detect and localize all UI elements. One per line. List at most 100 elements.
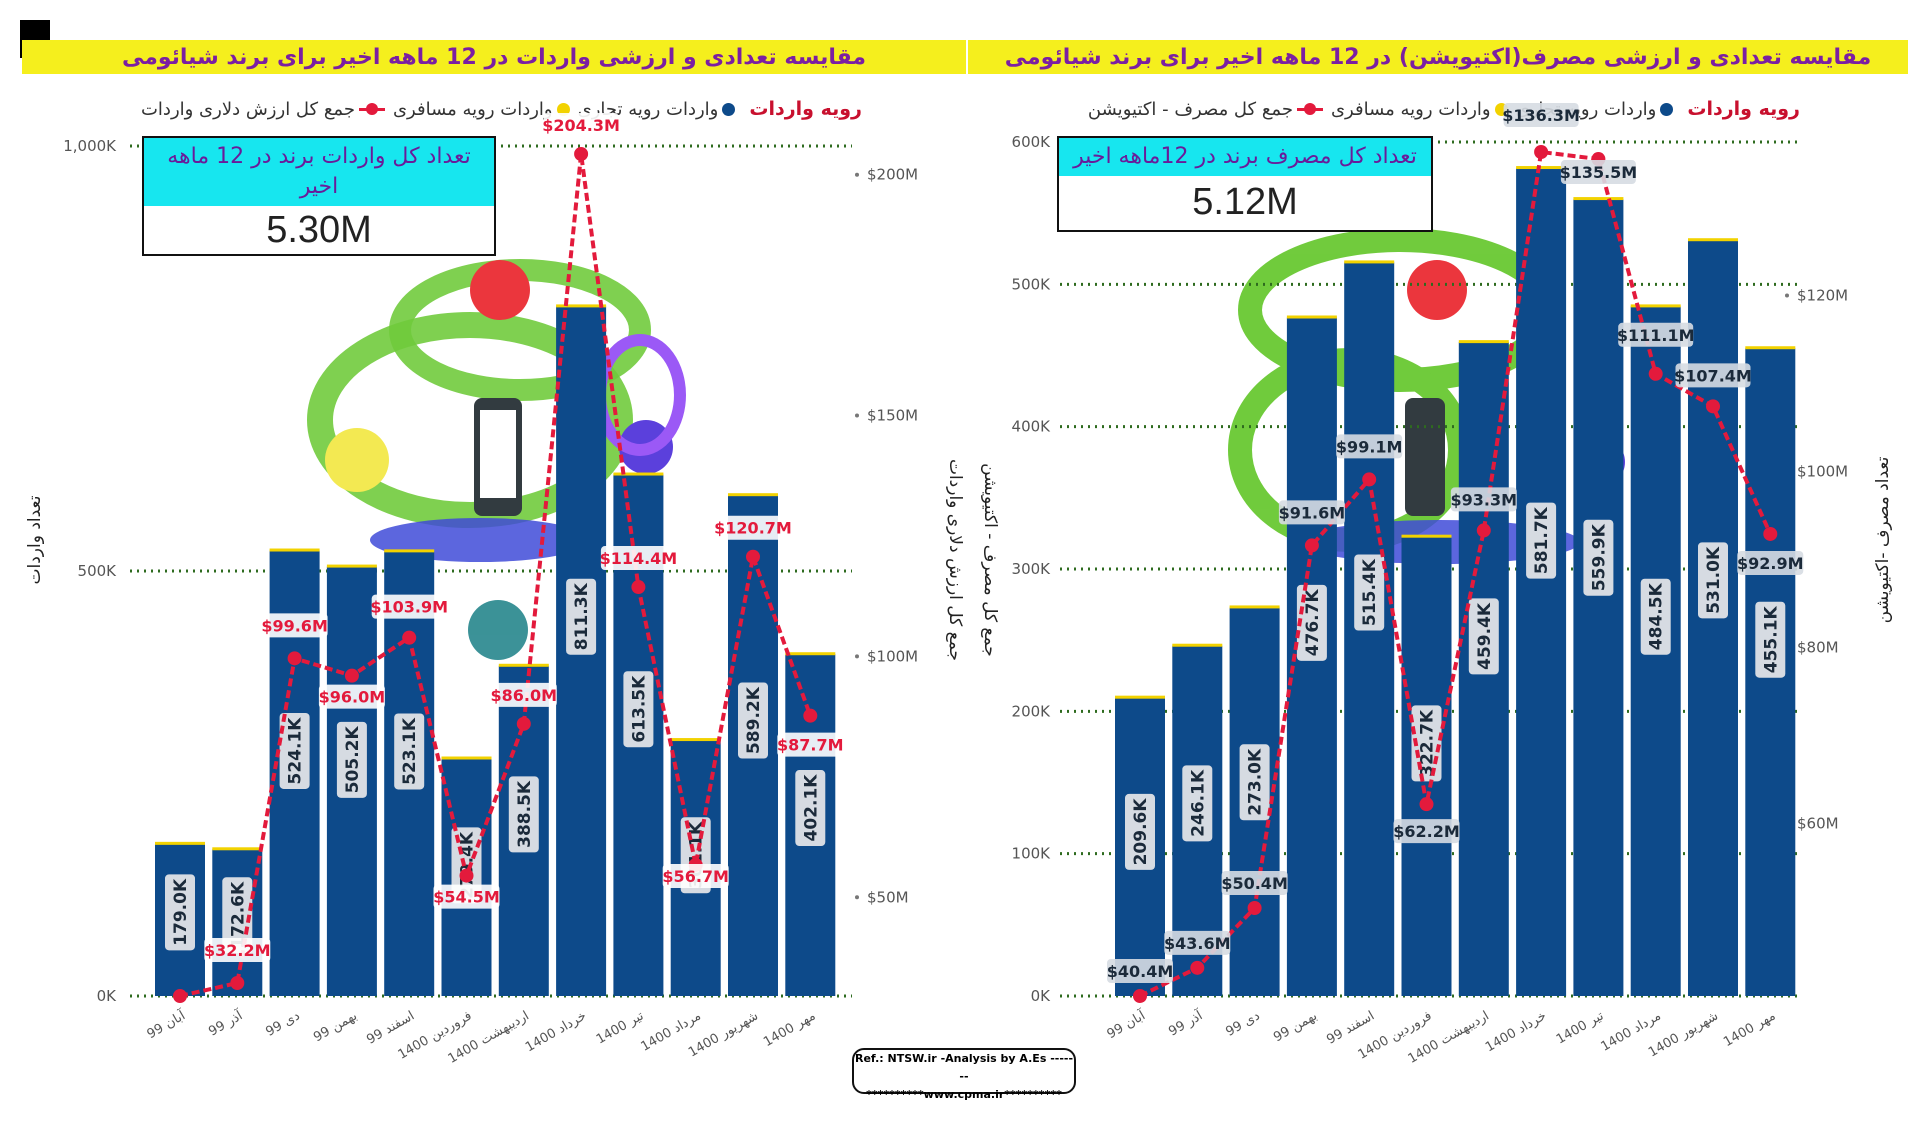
bar-top-segment xyxy=(498,663,549,667)
chart-right: 0K 100K 200K 300K 400K 500K 600K $60M $80M $100M $… xyxy=(980,103,1893,1067)
y-tick-label: 100K xyxy=(1012,845,1052,863)
y-tick-label: 0K xyxy=(97,987,118,1005)
bar-label-box xyxy=(738,682,768,759)
y-axis-title: تعداد مصرف -اکتیویشن xyxy=(1873,456,1893,623)
bar-top-segment xyxy=(1458,340,1509,344)
bar-label-box xyxy=(1468,598,1499,675)
y-axis-title: تعداد واردات xyxy=(25,495,45,584)
line-point xyxy=(459,868,474,883)
line-data-label: $204.3M xyxy=(542,116,620,135)
bar-label-box xyxy=(508,776,539,853)
y2-tick-label: $80M xyxy=(1797,638,1839,656)
bar-label-box xyxy=(336,721,367,798)
y2-axis-title: جمع کل ارزش دلاری واردات xyxy=(945,459,965,661)
legend-item-total[interactable]: جمع کل ارزش دلاری واردات xyxy=(141,99,385,120)
line-data-label: $120.7M xyxy=(714,519,792,538)
line-label-box xyxy=(1336,434,1403,459)
line-data-label: $92.9M xyxy=(1737,554,1804,573)
line-data-label: $107.4M xyxy=(1674,366,1752,385)
bar-data-label: 484.5K xyxy=(1647,582,1667,650)
line-point xyxy=(516,716,531,731)
line-label-box xyxy=(1221,870,1288,895)
bar-data-label: 581.7K xyxy=(1532,506,1552,574)
bar-top-segment xyxy=(441,756,492,760)
line-label-box xyxy=(1393,819,1460,844)
line-data-label: $111.1M xyxy=(1617,326,1695,345)
circle-icon xyxy=(1660,102,1674,116)
bar-top-segment xyxy=(1630,304,1681,308)
bar-data-label: 246.1K xyxy=(1188,769,1208,837)
bar-top-segment xyxy=(1688,238,1738,242)
bar-label-box xyxy=(451,827,482,904)
line-label-box xyxy=(777,732,844,757)
line-marker-icon xyxy=(1296,102,1323,116)
line-label-box xyxy=(1503,103,1579,127)
legend-item-total[interactable]: جمع کل مصرف - اکتیویشن xyxy=(1088,99,1323,120)
bar-data-label: 279.4K xyxy=(458,831,478,899)
kpi-card-left: تعداد کل واردات برند در 12 ماهه اخیر 5.3… xyxy=(142,136,496,256)
x-tick-label: آبان 99 xyxy=(1104,1006,1150,1042)
line-label-box xyxy=(1278,500,1345,525)
bar-top-segment xyxy=(1229,605,1280,609)
line-point xyxy=(402,630,417,645)
bar-top-segment xyxy=(384,549,435,553)
bar-data-label: 811.3K xyxy=(572,582,592,650)
line-label-box xyxy=(543,113,619,137)
y2-tick-label: $150M xyxy=(867,407,918,425)
bar-label-box xyxy=(1526,502,1557,579)
line-data-label: $103.9M xyxy=(370,598,448,617)
legend-item-label: واردات رویه مسافری xyxy=(392,98,553,120)
y-tick-label: 500K xyxy=(78,562,118,580)
bar-top-segment xyxy=(1286,315,1337,319)
legend-item-label: جمع کل مصرف - اکتیویشن xyxy=(1087,98,1293,120)
bar-data-label: 476.7K xyxy=(1303,589,1323,657)
y-tick-label: 200K xyxy=(1012,702,1052,720)
y2-tick-label: $120M xyxy=(1797,286,1848,304)
bar-top-segment xyxy=(326,564,377,568)
line-data-label: $99.1M xyxy=(1336,437,1403,456)
line-label-box xyxy=(433,884,500,909)
bar-label-box xyxy=(1755,601,1786,678)
bar-label-box xyxy=(1125,793,1155,870)
y2-tick-mark xyxy=(855,895,859,900)
line-data-label: $32.2M xyxy=(204,941,271,960)
series-line xyxy=(1139,149,1773,998)
bar-label-box xyxy=(795,770,826,847)
line-label-box xyxy=(490,682,557,707)
line-label-box xyxy=(662,863,729,888)
line-point xyxy=(1763,526,1778,541)
line-marker-icon xyxy=(358,102,385,116)
bar-label-box xyxy=(1354,554,1385,631)
line-label-box xyxy=(261,613,328,638)
chart-title-left: مقایسه تعدادی و ارزشی واردات در 12 ماهه … xyxy=(22,40,966,74)
kpi-value: 5.30M xyxy=(266,209,372,251)
bar xyxy=(1516,168,1567,996)
bar-data-label: 179.0K xyxy=(171,878,191,946)
line-point xyxy=(1362,472,1377,487)
footer-ref-line: Ref.: NTSW.ir -Analysis by A.Es ------- xyxy=(854,1052,1074,1083)
x-tick-label: دی 99 xyxy=(263,1008,302,1039)
y2-tick-label: $100M xyxy=(867,647,918,665)
watermark-logo-left xyxy=(307,259,686,660)
line-label-box xyxy=(1164,930,1231,955)
legend-item-label: واردات رویه مسافری xyxy=(1330,98,1491,120)
x-tick-label: بهمن 99 xyxy=(1271,1008,1320,1045)
legend-title: رویه واردات xyxy=(1687,98,1800,120)
circle-icon xyxy=(556,102,570,116)
line-point xyxy=(230,975,245,990)
y-tick-label: 0K xyxy=(1031,987,1052,1005)
footer-site-line: **********www.cpma.ir********** xyxy=(866,1088,1062,1101)
line-point xyxy=(344,668,359,683)
bar-top-segment xyxy=(785,652,836,656)
footer-reference: Ref.: NTSW.ir -Analysis by A.Es ------- … xyxy=(852,1048,1076,1101)
line-point xyxy=(287,651,302,666)
bar-top-segment xyxy=(670,738,721,742)
line-point xyxy=(1190,960,1205,975)
bar-top-segment xyxy=(1516,166,1567,170)
line-label-box xyxy=(715,515,791,540)
bar-top-segment xyxy=(728,493,778,497)
line-label-box xyxy=(1450,487,1517,512)
legend-item-passenger[interactable]: واردات رویه مسافری xyxy=(393,99,570,120)
bar-top-segment xyxy=(1573,197,1624,201)
bar-label-box xyxy=(1698,542,1728,619)
